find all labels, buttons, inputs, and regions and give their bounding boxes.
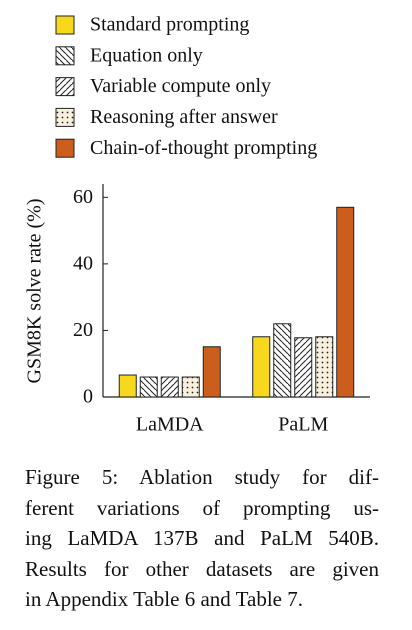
bar bbox=[294, 337, 313, 398]
x-tick-label: LaMDA bbox=[136, 414, 204, 436]
legend-key bbox=[55, 138, 75, 158]
chart: GSM8K solve rate (%) Standard prompting E… bbox=[24, 14, 370, 436]
y-axis-label: GSM8K solve rate (%) bbox=[24, 199, 46, 384]
legend-label: Chain-of-thought prompting bbox=[90, 137, 317, 159]
legend-label: Equation only bbox=[90, 44, 203, 66]
caption: Figure 5: Ablation study for dif-ferent … bbox=[25, 462, 379, 615]
y-tick-label: 40 bbox=[73, 252, 93, 274]
bar bbox=[336, 206, 355, 398]
caption-line: ing LaMDA 137B and PaLM 540B. bbox=[25, 526, 379, 550]
x-tick-label: PaLM bbox=[278, 414, 328, 436]
legend-label: Standard prompting bbox=[90, 14, 249, 36]
bar bbox=[252, 336, 271, 398]
caption-line: in Appendix Table 6 and Table 7. bbox=[25, 587, 303, 611]
y-tick-label: 0 bbox=[83, 386, 93, 408]
legend-key bbox=[55, 107, 75, 127]
bar bbox=[315, 336, 334, 398]
bar bbox=[181, 376, 200, 398]
legend-key bbox=[55, 15, 75, 35]
y-tick-label: 60 bbox=[73, 186, 93, 208]
caption-line: Figure 5: Ablation study for dif- bbox=[25, 465, 379, 489]
bar bbox=[202, 346, 221, 398]
y-tick-label: 20 bbox=[73, 319, 93, 341]
legend-label: Reasoning after answer bbox=[90, 106, 278, 128]
bar bbox=[118, 374, 137, 398]
caption-line: ferent variations of prompting us- bbox=[25, 495, 379, 520]
bar bbox=[273, 323, 292, 398]
caption-line: Results for other datasets are given bbox=[25, 556, 379, 581]
bar bbox=[139, 376, 158, 398]
bar bbox=[160, 376, 179, 398]
legend-key bbox=[55, 77, 75, 97]
legend-label: Variable compute only bbox=[90, 75, 271, 97]
legend-key bbox=[55, 46, 75, 66]
